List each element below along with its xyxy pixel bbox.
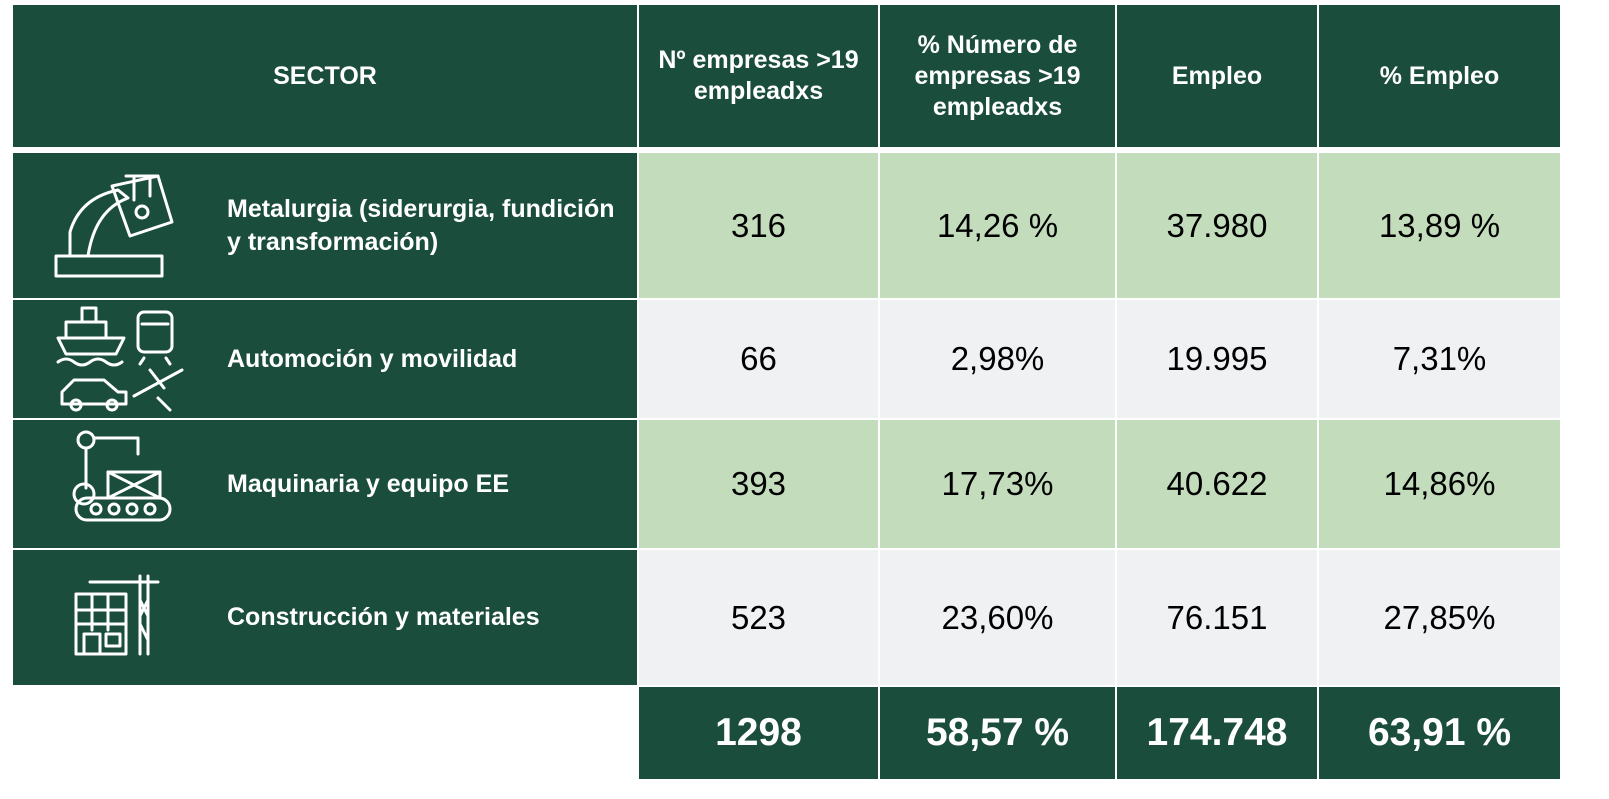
sector-cell: Maquinaria y equipo EE bbox=[13, 420, 637, 548]
sector-cell: Automoción y movilidad bbox=[13, 300, 637, 418]
total-cell: 1298 bbox=[639, 687, 878, 779]
value-cell: 2,98% bbox=[880, 300, 1115, 418]
total-cell: 174.748 bbox=[1117, 687, 1317, 779]
total-cell: 58,57 % bbox=[880, 687, 1115, 779]
sector-cell: Metalurgia (siderurgia, fundición y tran… bbox=[13, 153, 637, 298]
value-cell: 13,89 % bbox=[1319, 153, 1560, 298]
value-cell: 76.151 bbox=[1117, 550, 1317, 685]
value-cell: 17,73% bbox=[880, 420, 1115, 548]
header-cell: Empleo bbox=[1117, 5, 1317, 147]
value-cell: 19.995 bbox=[1117, 300, 1317, 418]
value-cell: 40.622 bbox=[1117, 420, 1317, 548]
value-cell: 37.980 bbox=[1117, 153, 1317, 298]
value-cell: 66 bbox=[639, 300, 878, 418]
header-cell: % Número de empresas >19 empleadxs bbox=[880, 5, 1115, 147]
value-cell: 316 bbox=[639, 153, 878, 298]
value-cell: 393 bbox=[639, 420, 878, 548]
total-cell: 63,91 % bbox=[1319, 687, 1560, 779]
value-cell: 7,31% bbox=[1319, 300, 1560, 418]
header-cell: % Empleo bbox=[1319, 5, 1560, 147]
value-cell: 14,26 % bbox=[880, 153, 1115, 298]
value-cell: 27,85% bbox=[1319, 550, 1560, 685]
value-cell: 14,86% bbox=[1319, 420, 1560, 548]
header-cell: SECTOR bbox=[13, 5, 637, 147]
value-cell: 523 bbox=[639, 550, 878, 685]
header-cell: Nº empresas >19 empleadxs bbox=[639, 5, 878, 147]
value-cell: 23,60% bbox=[880, 550, 1115, 685]
sector-cell: Construcción y materiales bbox=[13, 550, 637, 685]
